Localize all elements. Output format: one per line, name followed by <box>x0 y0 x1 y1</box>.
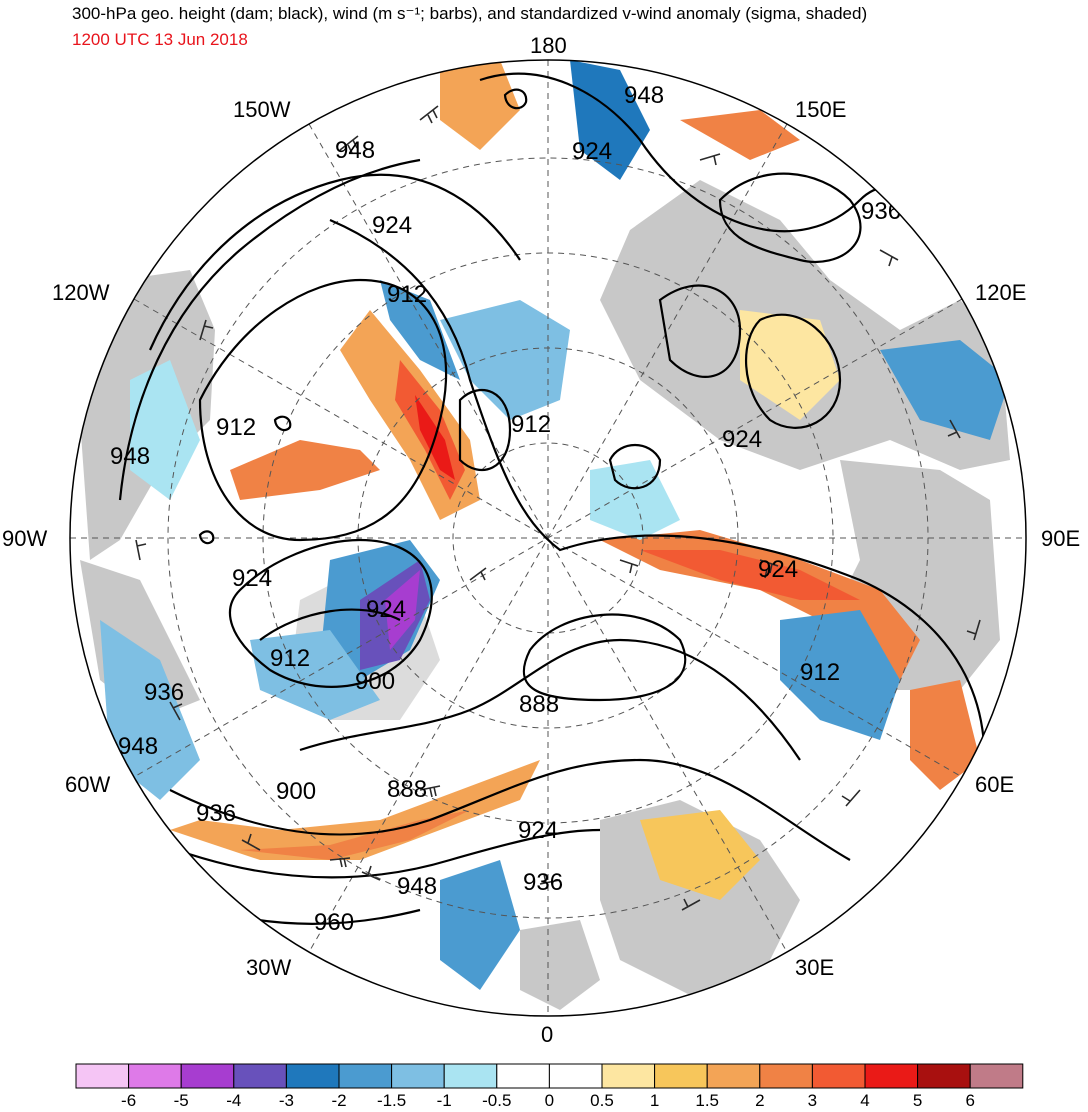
colorbar-swatch <box>654 1063 708 1089</box>
lon-label-120e: 120E <box>975 280 1026 305</box>
colorbar-swatch <box>180 1063 235 1089</box>
contour-label: 924 <box>572 138 612 165</box>
contour-label: 948 <box>118 733 158 760</box>
contour-label: 948 <box>397 873 437 900</box>
contour-label: 912 <box>511 411 551 438</box>
polar-map: 948 924 936 912 924 948 924 912 948 912 … <box>2 33 1080 1047</box>
valid-time: 1200 UTC 13 Jun 2018 <box>72 30 248 49</box>
lon-label-150e: 150E <box>795 97 846 122</box>
contour-label: 912 <box>387 281 427 308</box>
colorbar-swatch <box>811 1063 866 1089</box>
wind-barbs <box>135 105 981 911</box>
contour-label: 888 <box>519 691 559 718</box>
colorbar-swatch <box>233 1063 287 1089</box>
colorbar-label: 0.5 <box>590 1091 614 1108</box>
contour-label: 912 <box>800 659 840 686</box>
lon-label-90w: 90W <box>2 526 47 551</box>
colorbar-swatch <box>75 1063 130 1089</box>
colorbar-label: 5 <box>913 1091 922 1108</box>
contour-label: 924 <box>722 426 762 453</box>
anomaly-shading <box>100 60 1010 990</box>
contour-label: 912 <box>270 645 310 672</box>
contour-label: 924 <box>366 596 406 623</box>
lon-label-120w: 120W <box>52 280 110 305</box>
contour-label: 936 <box>144 679 184 706</box>
contour-label: 924 <box>372 212 412 239</box>
colorbar-label: -1.5 <box>377 1091 406 1108</box>
colorbar-label: 0 <box>545 1091 554 1108</box>
contour-label: 936 <box>523 869 563 896</box>
colorbar-swatches <box>75 1063 1024 1089</box>
colorbar-labels: -6 -5 -4 -3 -2 -1.5 -1 -0.5 0 0.5 1 1.5 2 3 4 5 6 <box>121 1091 975 1108</box>
lon-label-30w: 30W <box>246 955 291 980</box>
contour-label: 936 <box>861 198 901 225</box>
colorbar-swatch <box>128 1063 182 1089</box>
colorbar-label: 1 <box>650 1091 659 1108</box>
contour-label: 960 <box>314 909 354 936</box>
contour-label: 924 <box>232 565 272 592</box>
lon-label-150w: 150W <box>233 97 291 122</box>
lon-label-30e: 30E <box>795 955 834 980</box>
map-title: 300-hPa geo. height (dam; black), wind (… <box>72 4 868 23</box>
graticule <box>70 60 1026 1016</box>
contour-label: 912 <box>216 414 256 441</box>
colorbar-label: -0.5 <box>482 1091 511 1108</box>
colorbar-label: -2 <box>331 1091 346 1108</box>
contour-label: 948 <box>110 443 150 470</box>
lon-label-90e: 90E <box>1041 526 1080 551</box>
colorbar-swatch <box>338 1063 393 1089</box>
map-boundary <box>69 59 1027 1017</box>
contour-label: 924 <box>518 817 558 844</box>
map-disk: 948 924 936 912 924 948 924 912 948 912 … <box>70 60 1026 1016</box>
colorbar-label: 4 <box>860 1091 869 1108</box>
colorbar-label: -3 <box>279 1091 294 1108</box>
colorbar-label: -1 <box>437 1091 452 1108</box>
contour-label: 924 <box>758 556 798 583</box>
longitude-labels: 180 150E 120E 90E 60E 30E 0 30W 60W 90W … <box>2 33 1080 1047</box>
colorbar-label: 3 <box>808 1091 817 1108</box>
colorbar-swatch <box>443 1063 498 1089</box>
contour-label: 936 <box>196 800 236 827</box>
contour-label: 888 <box>387 776 427 803</box>
contour-label: 948 <box>624 82 664 109</box>
lon-label-60w: 60W <box>65 772 110 797</box>
colorbar-swatch <box>285 1063 340 1089</box>
contour-label: 948 <box>335 137 375 164</box>
colorbar: -6 -5 -4 -3 -2 -1.5 -1 -0.5 0 0.5 1 1.5 2 3 4 5 6 <box>75 1063 1024 1108</box>
colorbar-swatch <box>496 1063 550 1089</box>
lon-label-180: 180 <box>530 33 567 58</box>
colorbar-swatch <box>759 1063 813 1089</box>
contour-labels: 948 924 936 912 924 948 924 912 948 912 … <box>110 82 901 936</box>
colorbar-label: 1.5 <box>695 1091 719 1108</box>
contour-label: 900 <box>276 778 316 805</box>
colorbar-label: 6 <box>965 1091 974 1108</box>
colorbar-label: -4 <box>226 1091 241 1108</box>
colorbar-swatch <box>706 1063 761 1089</box>
colorbar-label: -6 <box>121 1091 136 1108</box>
lon-label-0: 0 <box>541 1022 553 1047</box>
colorbar-swatch <box>391 1063 445 1089</box>
colorbar-swatch <box>864 1063 919 1089</box>
colorbar-swatch <box>969 1063 1024 1089</box>
colorbar-swatch <box>917 1063 971 1089</box>
colorbar-label: 2 <box>755 1091 764 1108</box>
lon-label-60e: 60E <box>975 772 1014 797</box>
colorbar-swatch <box>548 1063 603 1089</box>
contour-label: 900 <box>355 668 395 695</box>
colorbar-label: -5 <box>174 1091 189 1108</box>
colorbar-swatch <box>601 1063 656 1089</box>
